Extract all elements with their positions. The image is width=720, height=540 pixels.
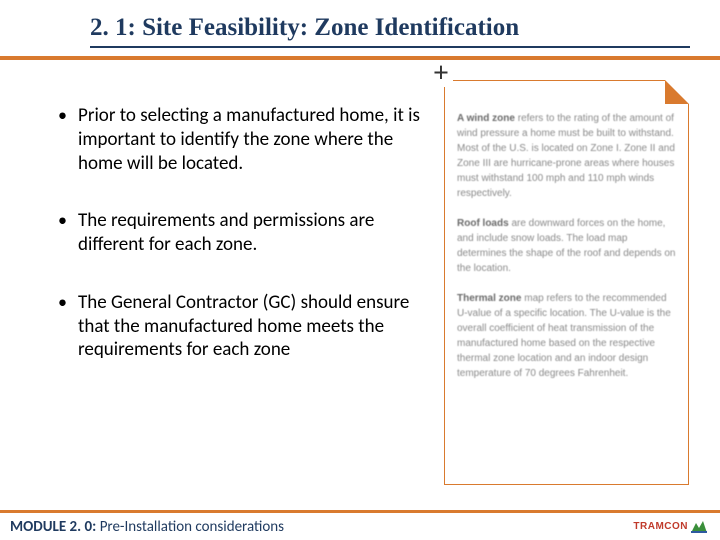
title-bar: 2. 1: Site Feasibility: Zone Identificat… — [0, 0, 720, 54]
module-subtitle: Pre-Installation considerations — [96, 518, 284, 536]
module-label: MODULE 2. 0: — [10, 518, 96, 536]
footer-text: MODULE 2. 0: Pre-Installation considerat… — [10, 518, 284, 536]
callout-para: A wind zone refers to the rating of the … — [457, 111, 676, 201]
callout-lead: Roof loads — [457, 218, 509, 229]
list-item: The requirements and permissions are dif… — [50, 209, 430, 257]
callout-lead: Thermal zone — [457, 293, 521, 304]
dogear-icon — [665, 80, 689, 104]
logo-icon — [690, 520, 708, 534]
list-item: The General Contractor (GC) should ensur… — [50, 291, 430, 362]
logo: TRAMCON — [633, 520, 708, 534]
callout-rest: refers to the rating of the amount of wi… — [457, 113, 675, 199]
footer-bar: MODULE 2. 0: Pre-Installation considerat… — [0, 510, 720, 540]
callout-box: + A wind zone refers to the rating of th… — [444, 80, 689, 485]
callout-para: Thermal zone map refers to the recommend… — [457, 291, 676, 381]
logo-text: TRAMCON — [633, 521, 688, 532]
callout-lead: A wind zone — [457, 113, 515, 124]
callout-para: Roof loads are downward forces on the ho… — [457, 216, 676, 276]
plus-icon: + — [429, 63, 453, 87]
callout-rest: map refers to the recommended U-value of… — [457, 293, 671, 379]
bullet-column: Prior to selecting a manufactured home, … — [50, 80, 430, 485]
bullet-list: Prior to selecting a manufactured home, … — [50, 104, 430, 362]
slide-title: 2. 1: Site Feasibility: Zone Identificat… — [90, 14, 690, 48]
content-area: Prior to selecting a manufactured home, … — [0, 60, 720, 485]
list-item: Prior to selecting a manufactured home, … — [50, 104, 430, 175]
callout-column: + A wind zone refers to the rating of th… — [444, 80, 689, 485]
